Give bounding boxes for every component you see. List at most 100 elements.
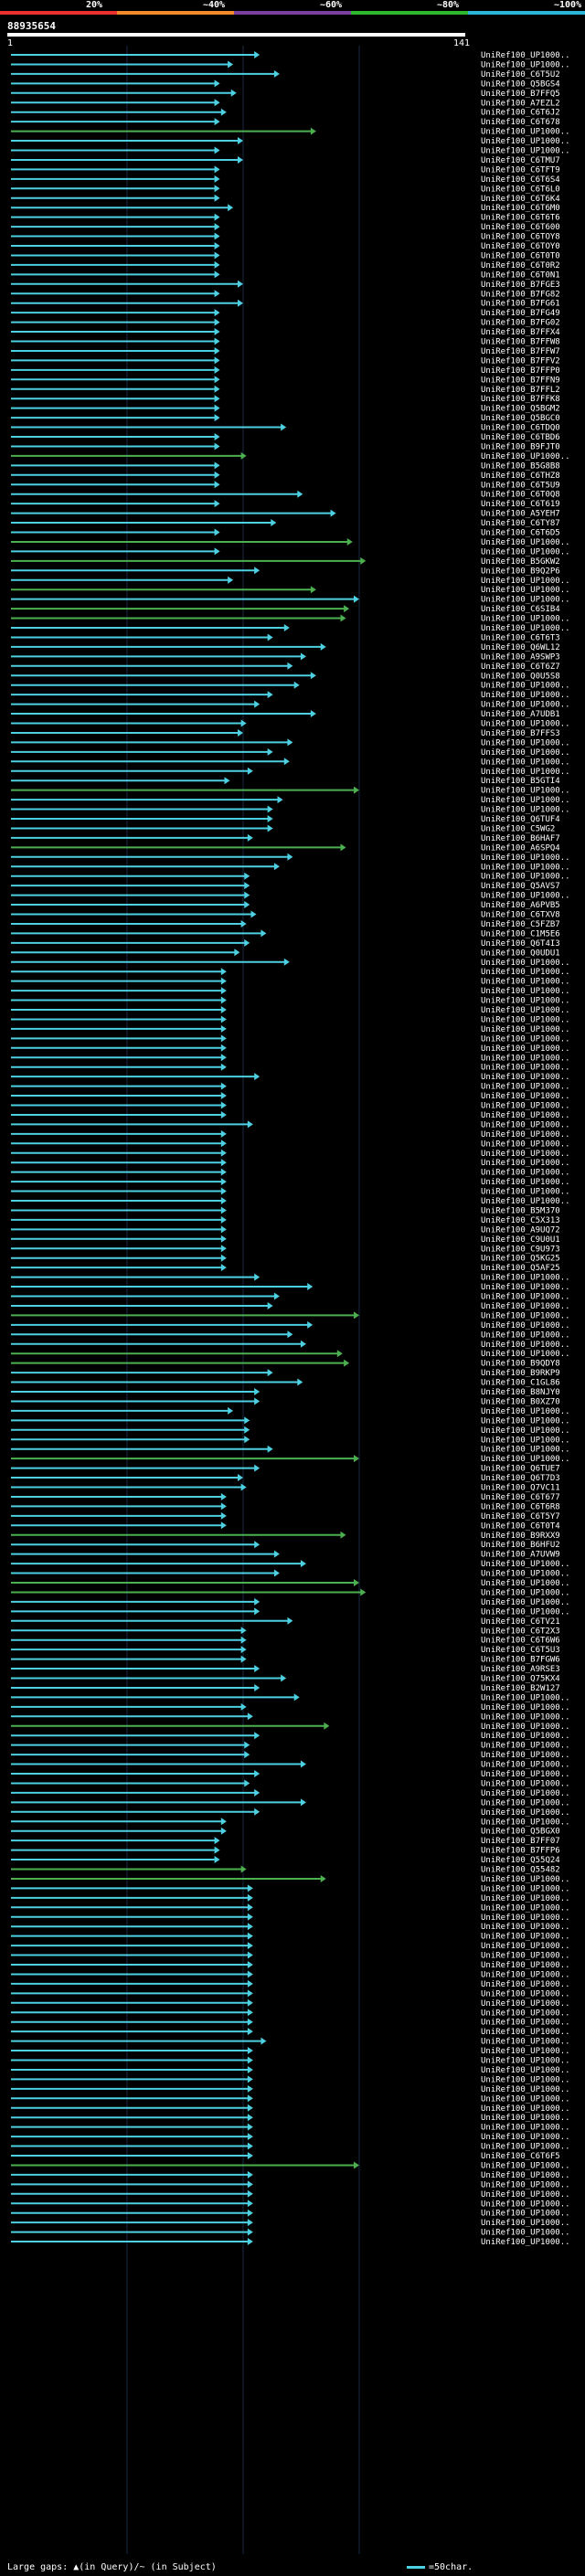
hit-arrow <box>220 1168 227 1176</box>
hit-label: UniRef100_C6T0Q8 <box>481 491 560 500</box>
hit-label: UniRef100_UP1000.. <box>481 1579 570 1588</box>
hit-arrow <box>220 1254 227 1262</box>
hit-label: UniRef100_UP1000.. <box>481 853 570 863</box>
hit-label: UniRef100_Q6WL12 <box>481 643 560 652</box>
hit-arrow <box>214 461 220 470</box>
hit-label: UniRef100_UP1000.. <box>481 1607 570 1617</box>
hit-arrow <box>254 1388 261 1395</box>
hit-label: UniRef100_B7FFV2 <box>481 356 560 366</box>
hit-arrow <box>247 2200 253 2208</box>
hit-arrow <box>220 1092 227 1100</box>
hit-arrow <box>244 891 250 899</box>
hit-arrow <box>250 910 257 918</box>
hit-label: UniRef100_UP1000.. <box>481 1130 570 1140</box>
hit-arrow <box>240 1627 247 1635</box>
hit-arrow <box>330 509 336 517</box>
legend-segment <box>234 11 351 15</box>
hit-label: UniRef100_A6SPQ4 <box>481 843 560 853</box>
hit-label: UniRef100_C6SIB4 <box>481 605 560 614</box>
hit-label: UniRef100_Q5BGX0 <box>481 1828 560 1837</box>
hit-arrow <box>220 1159 227 1167</box>
hit-arrow <box>247 1989 253 1998</box>
hit-label: UniRef100_UP1000.. <box>481 987 570 996</box>
hit-label: UniRef100_UP1000.. <box>481 1570 570 1579</box>
hit-label: UniRef100_C6T6M0 <box>481 204 560 213</box>
hit-label: UniRef100_Q5BGM2 <box>481 405 560 414</box>
hit-arrow <box>220 1149 227 1157</box>
hit-label: UniRef100_UP1000.. <box>481 1942 570 1951</box>
hit-arrow <box>297 1378 303 1386</box>
hit-label: UniRef100_UP1000.. <box>481 978 570 987</box>
hit-arrow <box>214 500 220 508</box>
hit-arrow <box>220 1015 227 1023</box>
hit-label: UniRef100_UP1000.. <box>481 1025 570 1034</box>
hit-label: UniRef100_B7FFW8 <box>481 338 560 347</box>
hit-label: UniRef100_UP1000.. <box>481 1178 570 1187</box>
hit-arrow <box>247 2114 253 2122</box>
hit-arrow <box>300 1798 306 1807</box>
hit-arrow <box>273 1569 280 1577</box>
hit-label: UniRef100_UP1000.. <box>481 51 570 60</box>
hit-arrow <box>220 1006 227 1013</box>
hit-arrow <box>247 1884 253 1892</box>
hit-label: UniRef100_UP1000.. <box>481 1150 570 1159</box>
hit-arrow <box>354 786 359 794</box>
hit-label: UniRef100_C6T6Z7 <box>481 663 560 672</box>
hit-arrow <box>240 1646 247 1654</box>
hit-arrow <box>254 1770 261 1777</box>
hit-label: UniRef100_UP1000.. <box>481 60 570 69</box>
hit-arrow <box>340 843 346 852</box>
hit-label: UniRef100_UP1000.. <box>481 1083 570 1092</box>
legend-segment <box>117 11 234 15</box>
hit-arrow <box>220 1187 227 1195</box>
hit-label: UniRef100_UP1000.. <box>481 2057 570 2066</box>
hit-label: UniRef100_UP1000.. <box>481 720 570 729</box>
hit-arrow <box>254 1788 261 1797</box>
hit-arrow <box>247 2056 253 2064</box>
hit-arrow <box>271 519 277 527</box>
hit-arrow <box>228 60 234 69</box>
hit-label: UniRef100_C6T619 <box>481 500 560 509</box>
hit-label: UniRef100_UP1000.. <box>481 2114 570 2123</box>
hit-label: UniRef100_C6T600 <box>481 223 560 232</box>
legend-segment <box>351 11 468 15</box>
hit-label: UniRef100_Q75KX4 <box>481 1675 560 1684</box>
hit-label: UniRef100_Q6TUF4 <box>481 815 560 824</box>
hit-arrow <box>273 1550 280 1558</box>
hit-label: UniRef100_UP1000.. <box>481 2133 570 2142</box>
hit-arrow <box>320 642 326 651</box>
hit-label: UniRef100_C1GL86 <box>481 1379 560 1388</box>
query-bar <box>7 33 465 37</box>
scale-legend: =50char. <box>407 2562 473 2572</box>
hit-label: UniRef100_C6T6S4 <box>481 175 560 185</box>
hit-label: UniRef100_UP1000.. <box>481 1311 570 1320</box>
hit-arrow <box>254 1273 261 1281</box>
hit-label: UniRef100_UP1000.. <box>481 1798 570 1807</box>
hit-label: UniRef100_UP1000.. <box>481 758 570 767</box>
hit-arrow <box>220 1034 227 1043</box>
hit-arrow <box>214 356 220 365</box>
hit-arrow <box>261 2037 267 2045</box>
hit-arrow <box>214 528 220 536</box>
hit-label: UniRef100_UP1000.. <box>481 452 570 461</box>
hit-arrow <box>287 1617 293 1625</box>
hit-arrow <box>214 1846 220 1854</box>
legend-label: ~60% <box>320 0 343 10</box>
hit-label: UniRef100_C6T678 <box>481 118 560 127</box>
hit-arrow <box>354 1579 359 1586</box>
hit-arrow <box>287 738 293 747</box>
hit-label: UniRef100_B7FF07 <box>481 1837 560 1846</box>
hit-label: UniRef100_UP1000.. <box>481 538 570 547</box>
hit-arrow <box>281 1674 287 1682</box>
hit-label: UniRef100_UP1000.. <box>481 1723 570 1732</box>
hit-arrow <box>234 949 240 957</box>
hit-arrow <box>220 1225 227 1234</box>
hit-arrow <box>244 1779 250 1787</box>
hit-label: UniRef100_Q5AF25 <box>481 1264 560 1273</box>
hit-label: UniRef100_B7FG61 <box>481 300 560 309</box>
hit-label: UniRef100_UP1000.. <box>481 1779 570 1788</box>
legend-label: 20% <box>86 0 103 10</box>
hit-arrow <box>214 270 220 279</box>
hit-arrow <box>277 796 283 804</box>
